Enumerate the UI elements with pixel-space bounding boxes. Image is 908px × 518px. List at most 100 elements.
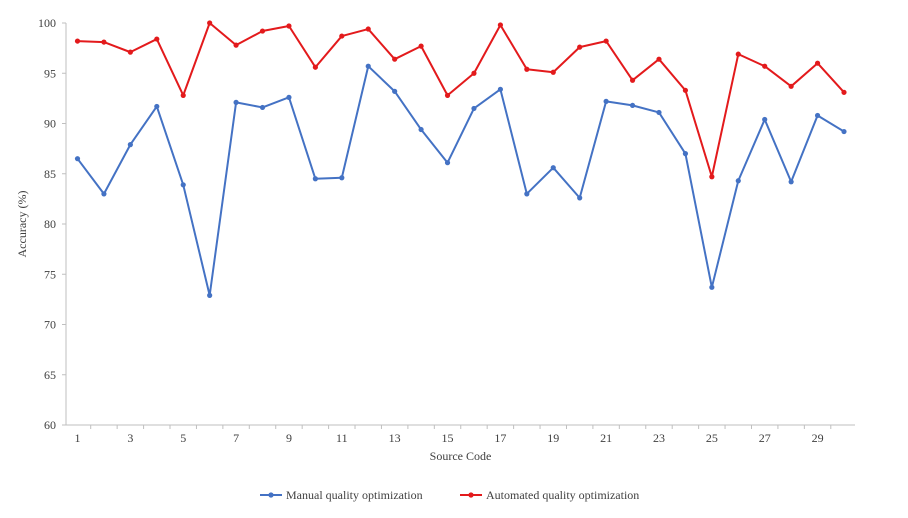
- data-point: [629, 77, 636, 83]
- x-tick-label: 11: [336, 431, 348, 445]
- data-point: [259, 28, 266, 34]
- data-point: [497, 22, 503, 28]
- series-1: [74, 63, 847, 298]
- x-tick-label: 25: [706, 431, 718, 445]
- x-tick-label: 29: [812, 431, 824, 445]
- x-tick-label: 5: [180, 431, 186, 445]
- data-point: [603, 38, 609, 44]
- data-point: [312, 64, 318, 70]
- series-layer: [74, 20, 847, 298]
- x-axis-ticks: 1 3 5 7 9 11 13 15 17 19 21 23 25 27 29: [75, 425, 832, 445]
- data-point: [312, 176, 318, 182]
- data-point: [524, 191, 530, 197]
- data-point: [841, 89, 847, 95]
- data-point: [127, 142, 133, 148]
- x-tick-label: 1: [75, 431, 81, 445]
- data-point: [550, 165, 556, 171]
- legend-label: Manual quality optimization: [286, 488, 423, 502]
- data-point: [339, 33, 345, 39]
- data-point: [418, 43, 424, 49]
- data-point: [471, 70, 477, 76]
- data-point: [74, 156, 81, 162]
- x-tick-label: 3: [127, 431, 133, 445]
- legend-swatch-marker: [268, 492, 274, 498]
- data-point: [392, 88, 398, 94]
- data-point: [709, 174, 715, 180]
- data-point: [524, 66, 530, 72]
- series-line: [77, 22, 845, 178]
- y-tick-label: 100: [38, 16, 56, 30]
- data-point: [814, 60, 821, 66]
- data-point: [656, 109, 662, 116]
- data-point: [841, 128, 847, 135]
- y-tick-label: 70: [44, 318, 56, 332]
- y-tick-label: 90: [44, 117, 56, 131]
- series-line: [76, 65, 845, 297]
- legend-swatch-marker: [468, 492, 474, 498]
- y-tick-label: 75: [44, 267, 56, 281]
- x-tick-label: 17: [494, 431, 506, 445]
- data-point: [497, 86, 503, 92]
- data-point: [74, 38, 81, 44]
- data-point: [101, 191, 107, 197]
- x-tick-label: 21: [600, 431, 612, 445]
- legend-item: Manual quality optimization: [260, 488, 423, 502]
- y-tick-label: 80: [44, 217, 56, 231]
- data-point: [180, 182, 186, 188]
- data-point: [709, 284, 715, 290]
- data-point: [682, 87, 689, 93]
- data-point: [180, 92, 186, 98]
- data-point: [154, 36, 160, 42]
- data-point: [286, 23, 292, 29]
- y-tick-label: 65: [44, 368, 56, 382]
- data-point: [629, 102, 636, 109]
- data-point: [788, 179, 794, 185]
- data-point: [154, 103, 160, 110]
- data-point: [735, 51, 741, 57]
- data-point: [392, 56, 398, 62]
- x-tick-label: 23: [653, 431, 665, 445]
- data-point: [259, 104, 266, 111]
- data-point: [233, 42, 239, 48]
- data-point: [444, 92, 451, 98]
- data-point: [101, 39, 107, 45]
- data-point: [444, 160, 451, 166]
- data-point: [365, 63, 371, 69]
- legend-item: Automated quality optimization: [460, 488, 639, 502]
- x-tick-label: 7: [233, 431, 239, 445]
- data-point: [286, 94, 292, 100]
- x-tick-label: 13: [389, 431, 401, 445]
- data-point: [603, 98, 609, 104]
- data-point: [735, 178, 741, 184]
- data-point: [233, 99, 239, 105]
- data-point: [762, 63, 768, 69]
- data-point: [127, 49, 133, 55]
- legend-label: Automated quality optimization: [486, 488, 639, 502]
- data-point: [207, 292, 213, 298]
- data-point: [577, 44, 583, 50]
- data-point: [339, 175, 345, 181]
- data-point: [788, 83, 794, 89]
- data-point: [418, 126, 424, 133]
- data-point: [682, 151, 689, 157]
- y-axis-ticks: 60 65 70 75 80 85 90 95 100: [38, 16, 66, 432]
- data-point: [762, 116, 768, 123]
- x-tick-label: 19: [547, 431, 559, 445]
- data-point: [577, 195, 583, 201]
- legend: Manual quality optimization Automated qua…: [260, 488, 639, 502]
- series-2: [74, 20, 847, 180]
- data-point: [365, 26, 371, 32]
- data-point: [814, 112, 821, 119]
- data-point: [207, 20, 213, 26]
- y-tick-label: 95: [44, 66, 56, 80]
- y-axis-title: Accuracy (%): [15, 191, 29, 258]
- y-tick-label: 85: [44, 167, 56, 181]
- data-point: [656, 56, 662, 62]
- x-tick-label: 9: [286, 431, 292, 445]
- data-point: [471, 105, 477, 112]
- x-tick-label: 27: [759, 431, 771, 445]
- data-point: [550, 69, 556, 75]
- x-tick-label: 15: [442, 431, 454, 445]
- y-tick-label: 60: [44, 418, 56, 432]
